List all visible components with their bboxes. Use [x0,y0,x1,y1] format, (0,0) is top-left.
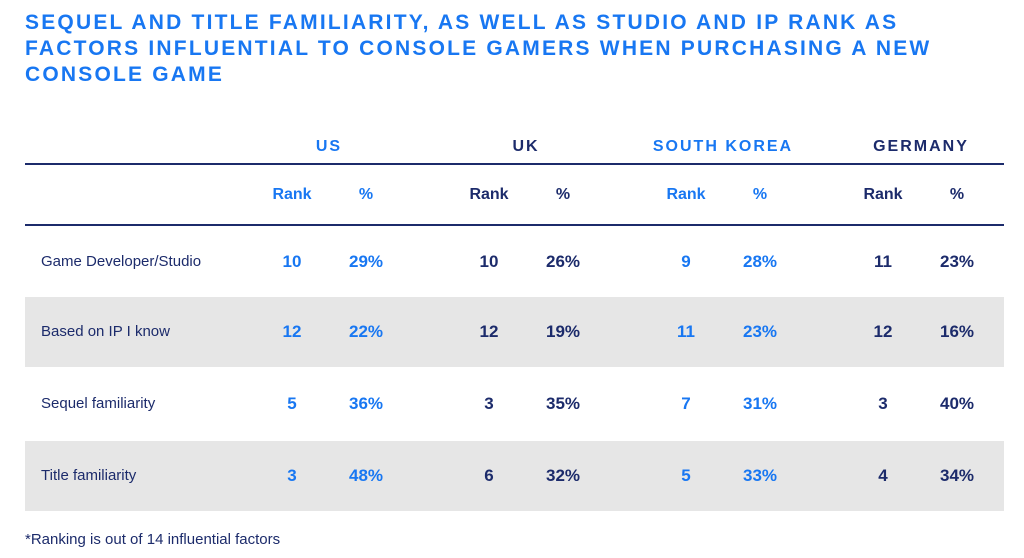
percent-cell: 23% [939,252,975,271]
rank-subheader: Rank [863,186,903,203]
rank-subheader: Rank [666,186,706,203]
percent-cell: 26% [545,252,581,271]
rank-subheader: Rank [272,186,312,203]
table-row: Based on IP I know 12 22% 12 19% 11 23% 12 16% [25,297,1004,367]
percent-cell: 28% [742,252,778,271]
percent-cell: 19% [545,322,581,341]
rank-cell: 6 [484,466,494,485]
rank-cell: 9 [681,252,691,271]
percent-cell: 16% [939,322,975,341]
percent-subheader: % [555,186,571,203]
rank-cell: 12 [282,322,302,341]
rank-cell: 12 [479,322,499,341]
country-header: UK [512,138,540,155]
rank-cell: 10 [282,252,302,271]
rank-cell: 5 [287,394,297,413]
header-rule-bottom [25,224,1004,226]
percent-cell: 31% [742,394,778,413]
percent-cell: 48% [348,466,384,485]
percent-subheader: % [949,186,965,203]
rank-cell: 3 [287,466,297,485]
rank-cell: 11 [874,252,892,271]
rank-cell: 12 [873,322,893,341]
row-label: Title familiarity [41,467,137,484]
percent-subheader: % [358,186,374,203]
country-header: SOUTH KOREA [652,138,794,155]
percent-cell: 29% [348,252,384,271]
rank-cell: 4 [878,466,888,485]
header-rule-top [25,163,1004,165]
percent-cell: 34% [939,466,975,485]
row-label: Game Developer/Studio [41,253,202,270]
percent-cell: 22% [348,322,384,341]
country-header: US [315,138,343,155]
footnote: *Ranking is out of 14 influential factor… [25,531,281,548]
percent-subheader: % [752,186,768,203]
row-label: Sequel familiarity [41,395,156,412]
percent-cell: 35% [545,394,581,413]
rank-cell: 10 [479,252,499,271]
rank-cell: 3 [484,394,494,413]
chart-title: SEQUEL AND TITLE FAMILIARITY, AS WELL AS… [25,11,932,86]
row-label: Based on IP I know [41,323,170,340]
percent-cell: 23% [742,322,778,341]
table-row: Title familiarity 3 48% 6 32% 5 33% 4 34% [25,441,1004,511]
country-header: GERMANY [873,138,969,155]
rank-subheader: Rank [469,186,509,203]
table-row: Game Developer/Studio 10 29% 10 26% 9 28% 11 23% [25,227,1004,297]
rank-cell: 5 [681,466,691,485]
rank-cell: 11 [677,322,695,341]
rank-cell: 3 [878,394,888,413]
percent-cell: 40% [939,394,975,413]
rank-cell: 7 [681,394,691,413]
percent-cell: 32% [545,466,581,485]
percent-cell: 33% [742,466,778,485]
table-row: Sequel familiarity 5 36% 3 35% 7 31% 3 40% [25,369,1004,439]
percent-cell: 36% [348,394,384,413]
